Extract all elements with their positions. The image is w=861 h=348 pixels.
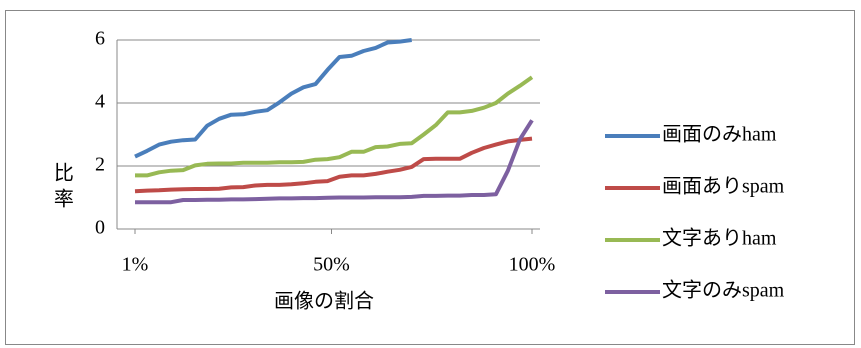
y-tick-label: 4 — [95, 91, 105, 113]
series-line — [135, 75, 534, 178]
legend-label: 画面ありspam — [662, 176, 785, 198]
series-line — [135, 119, 534, 205]
legend-label: 文字ありham — [662, 227, 777, 250]
y-tick-label: 6 — [95, 28, 105, 50]
x-tick-label: 50% — [313, 254, 350, 276]
y-tick-label: 2 — [95, 154, 105, 176]
y-tick-label: 0 — [95, 217, 105, 239]
series-line — [134, 38, 412, 159]
legend-label: 画面のみham — [662, 124, 777, 146]
y-axis-label: 比率 — [50, 162, 72, 214]
x-tick-label: 100% — [509, 254, 556, 276]
series-line — [134, 136, 533, 194]
legend-label: 文字のみspam — [662, 279, 785, 302]
chart-frame — [5, 10, 855, 345]
x-axis-label: 画像の割合 — [274, 290, 374, 313]
x-tick-label: 1% — [122, 254, 149, 276]
